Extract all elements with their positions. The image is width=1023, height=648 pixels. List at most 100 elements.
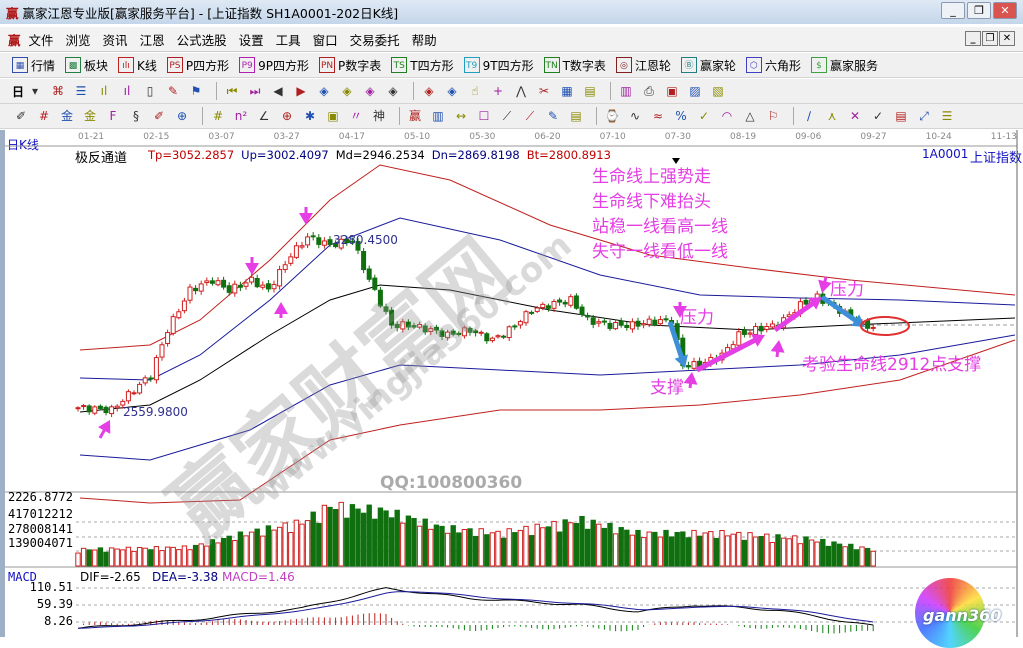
flag-icon[interactable]: ⚑: [190, 84, 202, 98]
gold2-icon[interactable]: 金: [83, 109, 96, 123]
map-icon[interactable]: ⌘: [52, 84, 65, 98]
quote-icon[interactable]: 〃: [349, 109, 362, 123]
shrink-h-icon[interactable]: ◈: [388, 84, 398, 98]
width-icon[interactable]: ↔: [455, 109, 467, 123]
up-icon[interactable]: △: [745, 109, 755, 123]
chart-icon[interactable]: ▤: [570, 109, 582, 123]
hash2-icon[interactable]: #: [212, 109, 224, 123]
box-icon[interactable]: ☐: [478, 109, 490, 123]
expand-icon[interactable]: ◈: [424, 84, 434, 98]
expand-h-icon[interactable]: ◈: [365, 84, 375, 98]
note-icon[interactable]: ☰: [75, 84, 87, 98]
star-icon[interactable]: ✱: [304, 109, 316, 123]
gold-icon[interactable]: 金: [60, 109, 73, 123]
chart9-icon[interactable]: ıl: [123, 84, 131, 98]
last-icon[interactable]: ⏭: [249, 84, 261, 98]
print-icon[interactable]: ⎙: [644, 84, 654, 98]
wave-icon[interactable]: ≈: [652, 109, 664, 123]
list-icon[interactable]: ☰: [941, 109, 953, 123]
toolbar-tn-button[interactable]: TN T数字表: [543, 57, 606, 74]
menu-item-3[interactable]: 江恩: [139, 32, 165, 48]
menu-item-0[interactable]: 文件: [28, 32, 54, 48]
circle-icon[interactable]: ⊕: [176, 109, 188, 123]
maximize-button[interactable]: ❐: [967, 2, 991, 19]
crosshair-icon[interactable]: +: [492, 84, 504, 98]
fan-icon[interactable]: ⟋: [502, 109, 512, 123]
menu-item-9[interactable]: 帮助: [411, 32, 437, 48]
spiral-icon[interactable]: §: [133, 109, 139, 123]
ratio-icon[interactable]: ✓: [698, 109, 710, 123]
expand-v-icon[interactable]: ◈: [447, 84, 457, 98]
toolbar-sector-button[interactable]: ▩ 板块: [65, 57, 108, 74]
menu-item-1[interactable]: 浏览: [65, 32, 91, 48]
angle-icon[interactable]: ∠: [258, 109, 270, 123]
pin-icon[interactable]: ✎: [547, 109, 559, 123]
minimize-button[interactable]: _: [941, 2, 965, 19]
cycle-icon[interactable]: ∿: [629, 109, 641, 123]
mdi-close-button[interactable]: ✕: [999, 31, 1015, 46]
line-icon[interactable]: ⋀: [516, 84, 526, 98]
menu-item-6[interactable]: 工具: [275, 32, 301, 48]
target-icon[interactable]: ⊕: [281, 109, 293, 123]
fan2-icon[interactable]: ⟋: [525, 109, 535, 123]
toolbar-ts-button[interactable]: TS T四方形: [391, 57, 454, 74]
f-icon[interactable]: F: [109, 109, 117, 123]
toolbar-hexagon-button[interactable]: ⬡ 六角形: [745, 57, 801, 74]
close-button[interactable]: ✕: [993, 2, 1017, 19]
toolbar-gann-wheel-button[interactable]: ◎ 江恩轮: [615, 57, 671, 74]
calendar-icon[interactable]: ▦: [561, 84, 573, 98]
toolbar-p9-button[interactable]: P9 9P四方形: [239, 57, 309, 74]
arrow-icon[interactable]: ⤢: [919, 109, 929, 123]
percent-icon[interactable]: %: [675, 109, 687, 123]
menu-item-8[interactable]: 交易委托: [349, 32, 400, 48]
period-selector[interactable]: 日: [12, 84, 25, 99]
image-icon[interactable]: ▨: [689, 84, 701, 98]
toolbar-ps-button[interactable]: PS P四方形: [166, 57, 229, 74]
cam-icon[interactable]: ▧: [712, 84, 724, 98]
x-icon[interactable]: ✕: [849, 109, 861, 123]
toolbar-kline-button[interactable]: ılı K线: [118, 57, 157, 74]
calc-icon[interactable]: ▤: [584, 84, 596, 98]
volume-bar: [120, 549, 126, 567]
shen-icon[interactable]: 神: [372, 109, 385, 123]
time-icon[interactable]: ⌚: [604, 109, 620, 123]
right-icon[interactable]: ▶: [296, 84, 306, 98]
toolbar-winner-wheel-button[interactable]: Ⓑ 赢家轮: [680, 57, 736, 74]
save-icon[interactable]: ▣: [666, 84, 678, 98]
ruler-icon[interactable]: ▥: [432, 109, 444, 123]
menu-item-4[interactable]: 公式选股: [176, 32, 227, 48]
drawing-icon[interactable]: ✎: [167, 84, 179, 98]
arc-icon[interactable]: ◠: [721, 109, 733, 123]
left-icon[interactable]: ◀: [273, 84, 283, 98]
ying-icon[interactable]: 赢: [408, 109, 421, 123]
menu-item-2[interactable]: 资讯: [102, 32, 128, 48]
mdi-minimize-button[interactable]: _: [965, 31, 981, 46]
mark-icon[interactable]: ✓: [872, 109, 884, 123]
toolbar-quote-table-button[interactable]: ▦ 行情: [12, 57, 55, 74]
toolbar-dollar-button[interactable]: $ 赢家服务: [810, 57, 878, 74]
mdi-restore-button[interactable]: ❐: [982, 31, 998, 46]
toolbar-pn-button[interactable]: PN P数字表: [319, 57, 381, 74]
grid-icon[interactable]: ▥: [620, 84, 632, 98]
hand-icon[interactable]: ☝: [471, 84, 479, 98]
pen-icon[interactable]: ✐: [15, 109, 27, 123]
pen2-icon[interactable]: ✐: [153, 109, 165, 123]
zoom-left-icon[interactable]: ◈: [319, 84, 329, 98]
day-period-dropdown[interactable]: ▾: [32, 84, 39, 98]
menu-item-7[interactable]: 窗口: [312, 32, 338, 48]
sheet-icon[interactable]: ▤: [895, 109, 907, 123]
cone-icon[interactable]: ⋏: [827, 109, 837, 123]
toolbar-t9-button[interactable]: T9 9T四方形: [463, 57, 534, 74]
cut-icon[interactable]: ✂: [538, 84, 550, 98]
candle-type-dropdown[interactable]: ▯: [146, 84, 154, 98]
chart3-icon[interactable]: ıl: [100, 84, 108, 98]
flag-icon[interactable]: ⚐: [767, 109, 779, 123]
frac-icon[interactable]: ∕: [806, 109, 812, 123]
first-icon[interactable]: ⏮: [226, 84, 238, 98]
kline-chart[interactable]: 日K线 01-21 02-15 03-07 03-27 04-17 05-10 05-30 0…: [0, 130, 1023, 637]
menu-item-5[interactable]: 设置: [238, 32, 264, 48]
square-icon[interactable]: ▣: [327, 109, 339, 123]
hash-icon[interactable]: #: [38, 109, 50, 123]
zoom-right-icon[interactable]: ◈: [342, 84, 352, 98]
n2-icon[interactable]: n²: [234, 109, 248, 123]
